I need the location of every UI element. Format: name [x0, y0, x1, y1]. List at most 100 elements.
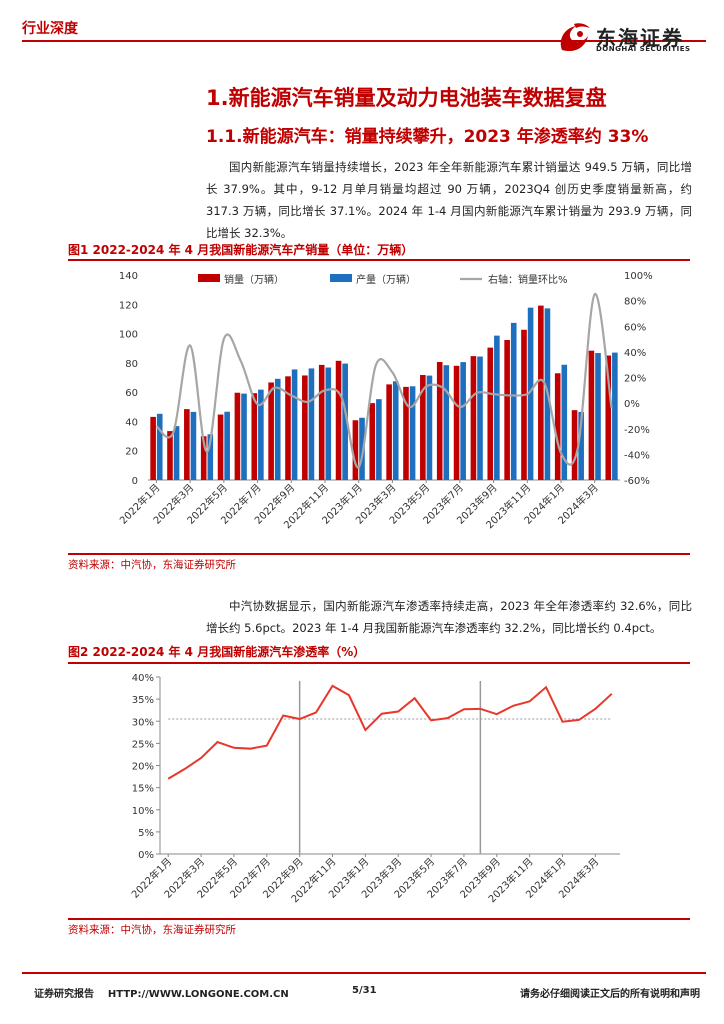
- right-axis-tick-label: 60%: [624, 322, 646, 333]
- y-axis-tick-label: 40%: [132, 673, 154, 684]
- penetration-rate-line: [167, 684, 613, 780]
- production-bar: [460, 362, 466, 480]
- sales-bar: [318, 364, 325, 480]
- sales-bar: [588, 350, 595, 480]
- y-axis-tick-label: 15%: [132, 784, 154, 795]
- legend-label: 销量（万辆）: [224, 273, 284, 286]
- right-axis-tick-label: -40%: [624, 450, 650, 461]
- figure2-bottom-rule: [68, 918, 690, 920]
- footer-page-number: 5/31: [352, 985, 377, 996]
- sales-bar: [571, 410, 578, 480]
- production-bar: [308, 368, 315, 480]
- left-axis-tick-label: 120: [119, 300, 138, 311]
- sales-production-chart: 0 20 40 60 80 100 120 140 -60% -40% -20% 0% 20% 40% 60…: [117, 271, 653, 531]
- sales-bar: [521, 329, 527, 480]
- left-axis-tick-label: 40: [125, 417, 138, 428]
- sales-bar: [150, 416, 156, 480]
- figure2-title: 图2 2022-2024 年 4 月我国新能源汽车渗透率（%）: [68, 645, 366, 659]
- penetration-rate-chart: 0%5%10%15%20%25%30%35%40%2022年1月2022年3月2…: [129, 673, 620, 905]
- production-bar: [359, 417, 365, 480]
- figure1-source: 资料来源：中汽协，东海证券研究所: [68, 559, 236, 571]
- y-axis-tick-label: 0%: [138, 850, 154, 861]
- sales-bar: [251, 393, 258, 480]
- sales-bar: [335, 360, 342, 480]
- body-paragraph-2: 中汽协数据显示，国内新能源汽车渗透率持续走高，2023 年全年渗透率约 32.6…: [206, 599, 692, 635]
- footer-divider: [22, 972, 706, 974]
- figure1-title: 图1 2022-2024 年 4 月我国新能源汽车产销量（单位：万辆）: [68, 243, 414, 257]
- production-bar: [443, 365, 450, 480]
- right-axis-tick-label: 20%: [624, 374, 646, 385]
- production-bar: [258, 389, 264, 480]
- sales-bar: [487, 347, 494, 480]
- left-axis-tick-label: 60: [125, 388, 138, 399]
- sales-bar: [200, 436, 207, 480]
- footer-report-info: 证券研究报告 HTTP://WWW.LONGONE.COM.CN: [34, 989, 289, 1000]
- sales-bar: [538, 305, 544, 480]
- sales-bar: [403, 386, 409, 480]
- left-axis-tick-label: 0: [132, 476, 138, 487]
- sales-bar: [234, 392, 241, 480]
- sales-bar: [420, 375, 426, 480]
- sales-bar: [605, 355, 612, 480]
- sales-bar: [554, 373, 561, 480]
- donghai-logo-icon: [560, 23, 590, 52]
- figure1-bottom-rule: [68, 553, 690, 555]
- legend-label: 右轴：销量环比%: [488, 273, 568, 286]
- production-bar: [291, 369, 298, 480]
- sales-bar: [470, 356, 477, 480]
- sales-bar: [436, 361, 443, 480]
- sales-bar: [369, 403, 376, 480]
- production-bar: [207, 434, 214, 480]
- section-heading: 1.新能源汽车销量及动力电池装车数据复盘: [206, 86, 607, 110]
- production-bar: [342, 363, 348, 480]
- sales-bar: [285, 376, 291, 480]
- sales-bar: [167, 431, 173, 480]
- footer-disclaimer: 请务必仔细阅读正文后的所有说明和声明: [520, 989, 700, 1000]
- figure2-top-rule: [68, 662, 690, 664]
- sales-bar: [504, 340, 510, 480]
- right-axis-tick-label: -60%: [624, 476, 650, 487]
- production-bar: [325, 367, 332, 480]
- y-axis-tick-label: 10%: [132, 806, 154, 817]
- right-axis-tick-label: 40%: [624, 348, 646, 359]
- mom-growth-line: [155, 293, 613, 469]
- production-bar: [561, 364, 568, 480]
- production-bar: [477, 356, 483, 480]
- production-bar: [392, 381, 399, 480]
- production-bar: [578, 411, 584, 480]
- left-axis-tick-label: 140: [119, 271, 138, 282]
- body-paragraph-1: 国内新能源汽车销量持续增长，2023 年全年新能源汽车累计销量达 949.5 万…: [206, 160, 692, 240]
- sales-bar: [184, 409, 190, 480]
- figure1-top-rule: [68, 259, 690, 261]
- y-axis-tick-label: 5%: [138, 828, 154, 839]
- report-category-tag: 行业深度: [22, 21, 78, 37]
- left-axis-tick-label: 100: [119, 330, 138, 341]
- y-axis-tick-label: 35%: [132, 695, 154, 706]
- y-axis-tick-label: 25%: [132, 739, 154, 750]
- production-bar: [409, 386, 416, 480]
- production-bar: [595, 353, 601, 480]
- left-axis-tick-label: 80: [125, 359, 138, 370]
- right-axis-tick-label: 80%: [624, 297, 646, 308]
- right-axis-tick-label: 0%: [624, 399, 640, 410]
- subsection-heading: 1.1.新能源汽车：销量持续攀升，2023 年渗透率约 33%: [206, 127, 649, 147]
- production-bar: [274, 378, 281, 480]
- production-bar: [426, 375, 433, 480]
- production-bar: [241, 393, 247, 480]
- legend-label: 产量（万辆）: [356, 273, 416, 286]
- left-axis-tick-label: 20: [125, 447, 138, 458]
- production-bar: [156, 413, 163, 480]
- y-axis-tick-label: 20%: [132, 762, 154, 773]
- sales-bar: [217, 414, 224, 480]
- header-divider: [22, 40, 706, 42]
- production-bar: [612, 352, 618, 480]
- right-axis-tick-label: -20%: [624, 425, 650, 436]
- y-axis-tick-label: 30%: [132, 717, 154, 728]
- sales-bar: [302, 375, 308, 480]
- figure2-source: 资料来源：中汽协，东海证券研究所: [68, 924, 236, 936]
- sales-bar: [268, 382, 274, 480]
- sales-bar: [453, 365, 460, 480]
- logo-wordmark-en: DONGHAI SECURITIES: [596, 45, 691, 53]
- legend-swatch: [198, 274, 220, 282]
- production-bar: [190, 411, 197, 480]
